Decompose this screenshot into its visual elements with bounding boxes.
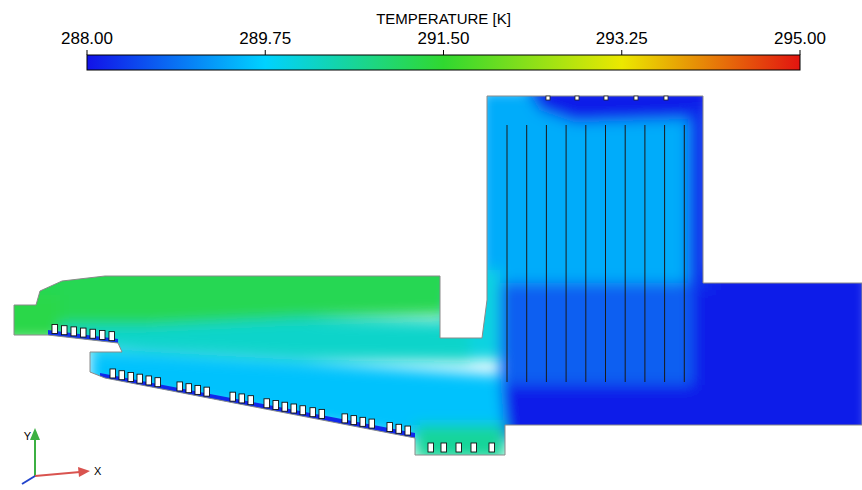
slot [239,394,245,403]
slot [119,371,125,380]
slot [52,325,58,334]
slot [360,417,366,426]
slot [291,404,297,413]
outlet-slot [664,96,668,100]
slot [109,332,115,341]
slot [471,443,477,452]
temperature-zone [500,283,695,385]
plate [644,125,645,382]
triad-x-label: X [94,465,102,477]
slot [396,424,402,433]
temperature-zone [480,385,862,440]
plate [546,125,547,382]
colorbar-tick [443,50,444,55]
slot [230,392,236,401]
slot [319,409,325,418]
colorbar-tick [265,50,266,55]
slot [300,406,306,415]
slot [155,378,161,387]
slot [282,402,288,411]
slot [456,443,462,452]
slot [110,369,116,378]
slot [405,426,411,435]
slot [128,372,134,381]
slot [489,443,495,452]
outlet-slot [575,96,579,100]
slot [204,387,210,396]
slot [387,423,393,432]
slot [90,329,96,338]
outlet-slot [546,96,550,100]
domain-outline [14,96,862,455]
colorbar-tick-label: 289.75 [239,29,291,48]
slot [81,328,87,337]
slot [146,376,152,385]
slot [248,396,254,405]
colorbar-tick [621,50,622,55]
slot [177,382,183,391]
triad-x-head [78,467,90,477]
field-walls [48,330,415,440]
colorbar-tick-label: 288.00 [61,29,113,48]
temperature-zone [525,85,712,122]
outlet-slot [604,96,608,100]
triad-x [35,472,80,476]
plate [684,125,685,382]
slot [310,408,316,417]
slot [369,419,375,428]
slot [137,374,143,383]
slot [273,401,279,410]
triad-y [34,436,36,476]
field [0,85,862,460]
slot [428,443,434,452]
slot [195,385,201,394]
field-smooth [0,85,862,460]
plate [566,125,567,382]
colorbar-title: TEMPERATURE [K] [376,10,511,27]
triad-z [22,476,35,484]
slot [264,399,270,408]
colorbar-tick-label: 291.50 [418,29,470,48]
slot [351,416,357,425]
triad-y-label: Y [24,430,32,442]
slot [186,384,192,393]
outlet-slot [634,96,638,100]
slot [100,330,106,339]
slot [62,326,68,335]
temperature-zone [0,255,470,325]
plate [605,125,606,382]
slot [342,414,348,423]
temperature-zone [688,110,712,290]
colorbar-tick [800,50,801,55]
plate [526,125,527,382]
colorbar-tick-label: 295.00 [774,29,826,48]
plate [664,125,665,382]
plate [585,125,586,382]
axis-triad: YX [22,428,102,484]
plate [625,125,626,382]
slot [441,443,447,452]
colorbar [87,55,800,70]
plate [507,125,508,382]
triad-y-head [30,428,40,440]
colorbar-tick [87,50,88,55]
slot [71,327,77,336]
chart: TEMPERATURE [K] 288.00 289.75 291.50 293.25 2… [0,0,862,490]
temperature-zone [100,373,415,440]
colorbar-tick-label: 293.25 [596,29,648,48]
